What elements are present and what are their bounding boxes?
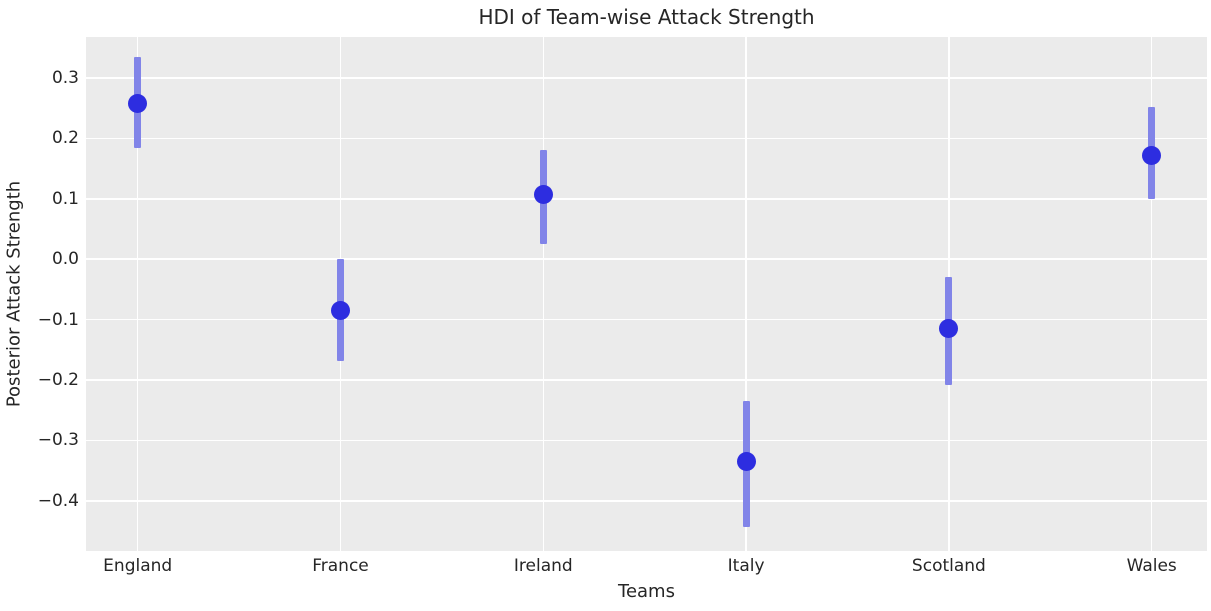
x-tick-label-ireland: Ireland [513,556,573,576]
y-tick-label: −0.1 [37,309,79,330]
h-gridline [86,439,1207,442]
h-gridline [86,318,1207,321]
x-tick-label-france: France [312,556,369,576]
mean-point-ireland [533,184,553,204]
y-tick-label: 0.2 [51,128,79,149]
x-tick-label-italy: Italy [727,556,765,576]
chart-title: HDI of Team-wise Attack Strength [478,5,815,29]
mean-point-wales [1142,145,1162,165]
mean-point-scotland [939,319,959,339]
x-axis-label: Teams [618,581,675,602]
v-gridline [745,37,747,551]
x-tick-label-england: England [103,556,173,576]
h-gridline [86,77,1207,79]
v-gridline [1150,37,1153,551]
y-tick-label: 0.1 [51,188,79,209]
mean-point-england [128,93,148,113]
h-gridline [86,137,1207,140]
h-gridline [86,379,1207,381]
h-gridline [86,258,1207,261]
y-axis-label: Posterior Attack Strength [3,180,25,408]
y-tick-label: −0.3 [37,430,79,451]
h-gridline [86,198,1207,200]
x-tick-label-wales: Wales [1126,556,1177,576]
mean-point-italy [736,452,756,472]
x-tick-label-scotland: Scotland [911,556,986,576]
v-gridline [542,37,545,551]
mean-point-france [331,301,350,321]
v-gridline [136,37,139,551]
plot-area [86,37,1207,551]
h-gridline [86,500,1207,502]
y-tick-label: −0.2 [37,370,79,391]
y-tick-label: −0.4 [37,490,79,511]
y-tick-label: 0.3 [51,68,79,89]
y-tick-label: 0.0 [51,249,79,270]
